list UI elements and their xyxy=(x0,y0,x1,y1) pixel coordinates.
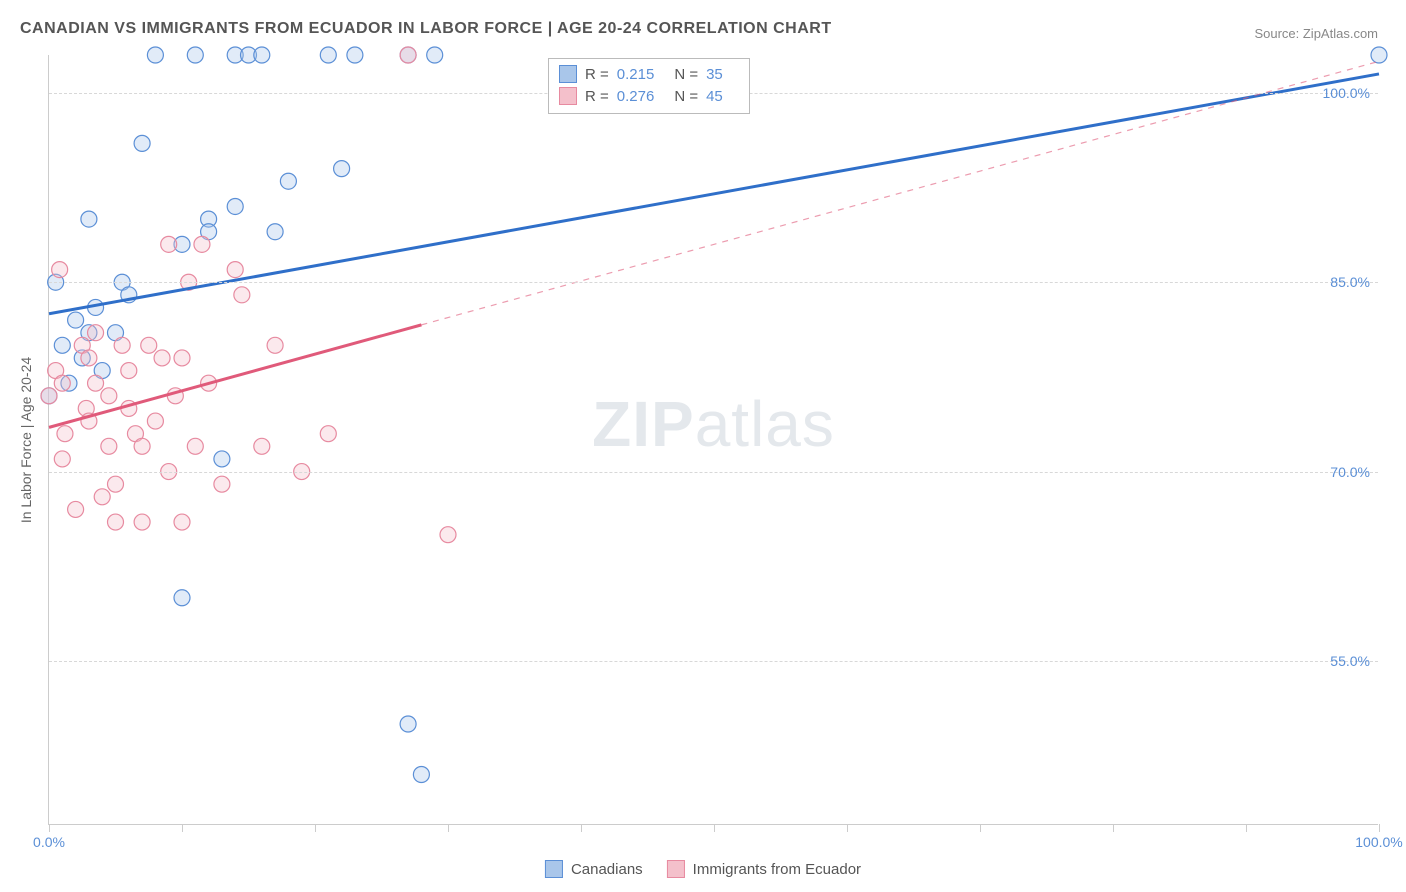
scatter-point xyxy=(81,350,97,366)
x-tick xyxy=(581,824,582,832)
scatter-point xyxy=(347,47,363,63)
gridline-h xyxy=(49,661,1378,662)
scatter-point xyxy=(54,375,70,391)
scatter-point xyxy=(174,590,190,606)
scatter-point xyxy=(234,287,250,303)
scatter-point xyxy=(1371,47,1387,63)
y-tick-label: 55.0% xyxy=(1330,653,1370,669)
x-tick-label: 0.0% xyxy=(33,834,65,850)
legend-item-label: Canadians xyxy=(571,861,643,878)
scatter-point xyxy=(108,514,124,530)
scatter-point xyxy=(161,236,177,252)
x-tick xyxy=(315,824,316,832)
legend-item: Canadians xyxy=(545,860,643,878)
scatter-point xyxy=(88,325,104,341)
scatter-point xyxy=(194,236,210,252)
legend-R-value: 0.215 xyxy=(617,66,655,83)
scatter-point xyxy=(94,489,110,505)
chart-title: CANADIAN VS IMMIGRANTS FROM ECUADOR IN L… xyxy=(20,20,832,38)
scatter-point xyxy=(147,413,163,429)
scatter-point xyxy=(52,262,68,278)
scatter-point xyxy=(88,375,104,391)
scatter-point xyxy=(267,337,283,353)
scatter-point xyxy=(101,438,117,454)
plot-area: ZIPatlas 55.0%70.0%85.0%100.0%0.0%100.0% xyxy=(48,55,1378,825)
x-tick xyxy=(1379,824,1380,832)
legend-stats: R = 0.215 N = 35 R = 0.276 N = 45 xyxy=(548,58,750,114)
scatter-point xyxy=(334,161,350,177)
scatter-point xyxy=(41,388,57,404)
x-tick xyxy=(182,824,183,832)
y-tick-label: 85.0% xyxy=(1330,274,1370,290)
x-tick xyxy=(1246,824,1247,832)
y-tick-label: 100.0% xyxy=(1323,85,1370,101)
x-tick-label: 100.0% xyxy=(1355,834,1402,850)
legend-series: Canadians Immigrants from Ecuador xyxy=(545,860,861,878)
scatter-point xyxy=(227,262,243,278)
gridline-h xyxy=(49,282,1378,283)
scatter-point xyxy=(134,514,150,530)
y-tick-label: 70.0% xyxy=(1330,464,1370,480)
legend-swatch xyxy=(545,860,563,878)
scatter-point xyxy=(440,527,456,543)
scatter-point xyxy=(54,451,70,467)
legend-swatch xyxy=(559,87,577,105)
scatter-point xyxy=(320,426,336,442)
scatter-point xyxy=(121,363,137,379)
scatter-point xyxy=(427,47,443,63)
scatter-point xyxy=(81,211,97,227)
scatter-point xyxy=(174,514,190,530)
scatter-point xyxy=(320,47,336,63)
plot-svg xyxy=(49,55,1378,824)
legend-item: Immigrants from Ecuador xyxy=(667,860,861,878)
legend-N-value: 35 xyxy=(706,66,723,83)
scatter-point xyxy=(54,337,70,353)
chart-source: Source: ZipAtlas.com xyxy=(1254,26,1378,41)
scatter-point xyxy=(187,47,203,63)
scatter-point xyxy=(101,388,117,404)
scatter-point xyxy=(400,716,416,732)
scatter-point xyxy=(214,451,230,467)
legend-item-label: Immigrants from Ecuador xyxy=(693,861,861,878)
legend-swatch xyxy=(667,860,685,878)
gridline-h xyxy=(49,472,1378,473)
legend-N-label: N = xyxy=(674,88,698,105)
scatter-point xyxy=(187,438,203,454)
scatter-point xyxy=(134,135,150,151)
scatter-point xyxy=(254,438,270,454)
scatter-point xyxy=(147,47,163,63)
legend-N-label: N = xyxy=(674,66,698,83)
x-tick xyxy=(980,824,981,832)
scatter-point xyxy=(134,438,150,454)
scatter-point xyxy=(280,173,296,189)
scatter-point xyxy=(114,337,130,353)
scatter-point xyxy=(254,47,270,63)
scatter-point xyxy=(108,476,124,492)
scatter-point xyxy=(400,47,416,63)
scatter-point xyxy=(68,312,84,328)
scatter-point xyxy=(57,426,73,442)
y-axis-title: In Labor Force | Age 20-24 xyxy=(18,357,34,523)
scatter-point xyxy=(68,501,84,517)
scatter-point xyxy=(214,476,230,492)
x-tick xyxy=(714,824,715,832)
scatter-point xyxy=(141,337,157,353)
legend-R-label: R = xyxy=(585,88,609,105)
scatter-point xyxy=(267,224,283,240)
legend-stat-row: R = 0.215 N = 35 xyxy=(559,63,735,85)
x-tick xyxy=(448,824,449,832)
scatter-point xyxy=(174,350,190,366)
x-tick xyxy=(1113,824,1114,832)
chart-container: CANADIAN VS IMMIGRANTS FROM ECUADOR IN L… xyxy=(0,0,1406,892)
x-tick xyxy=(847,824,848,832)
scatter-point xyxy=(227,198,243,214)
scatter-point xyxy=(413,767,429,783)
legend-swatch xyxy=(559,65,577,83)
legend-R-label: R = xyxy=(585,66,609,83)
x-tick xyxy=(49,824,50,832)
legend-stat-row: R = 0.276 N = 45 xyxy=(559,85,735,107)
legend-R-value: 0.276 xyxy=(617,88,655,105)
scatter-point xyxy=(154,350,170,366)
legend-N-value: 45 xyxy=(706,88,723,105)
